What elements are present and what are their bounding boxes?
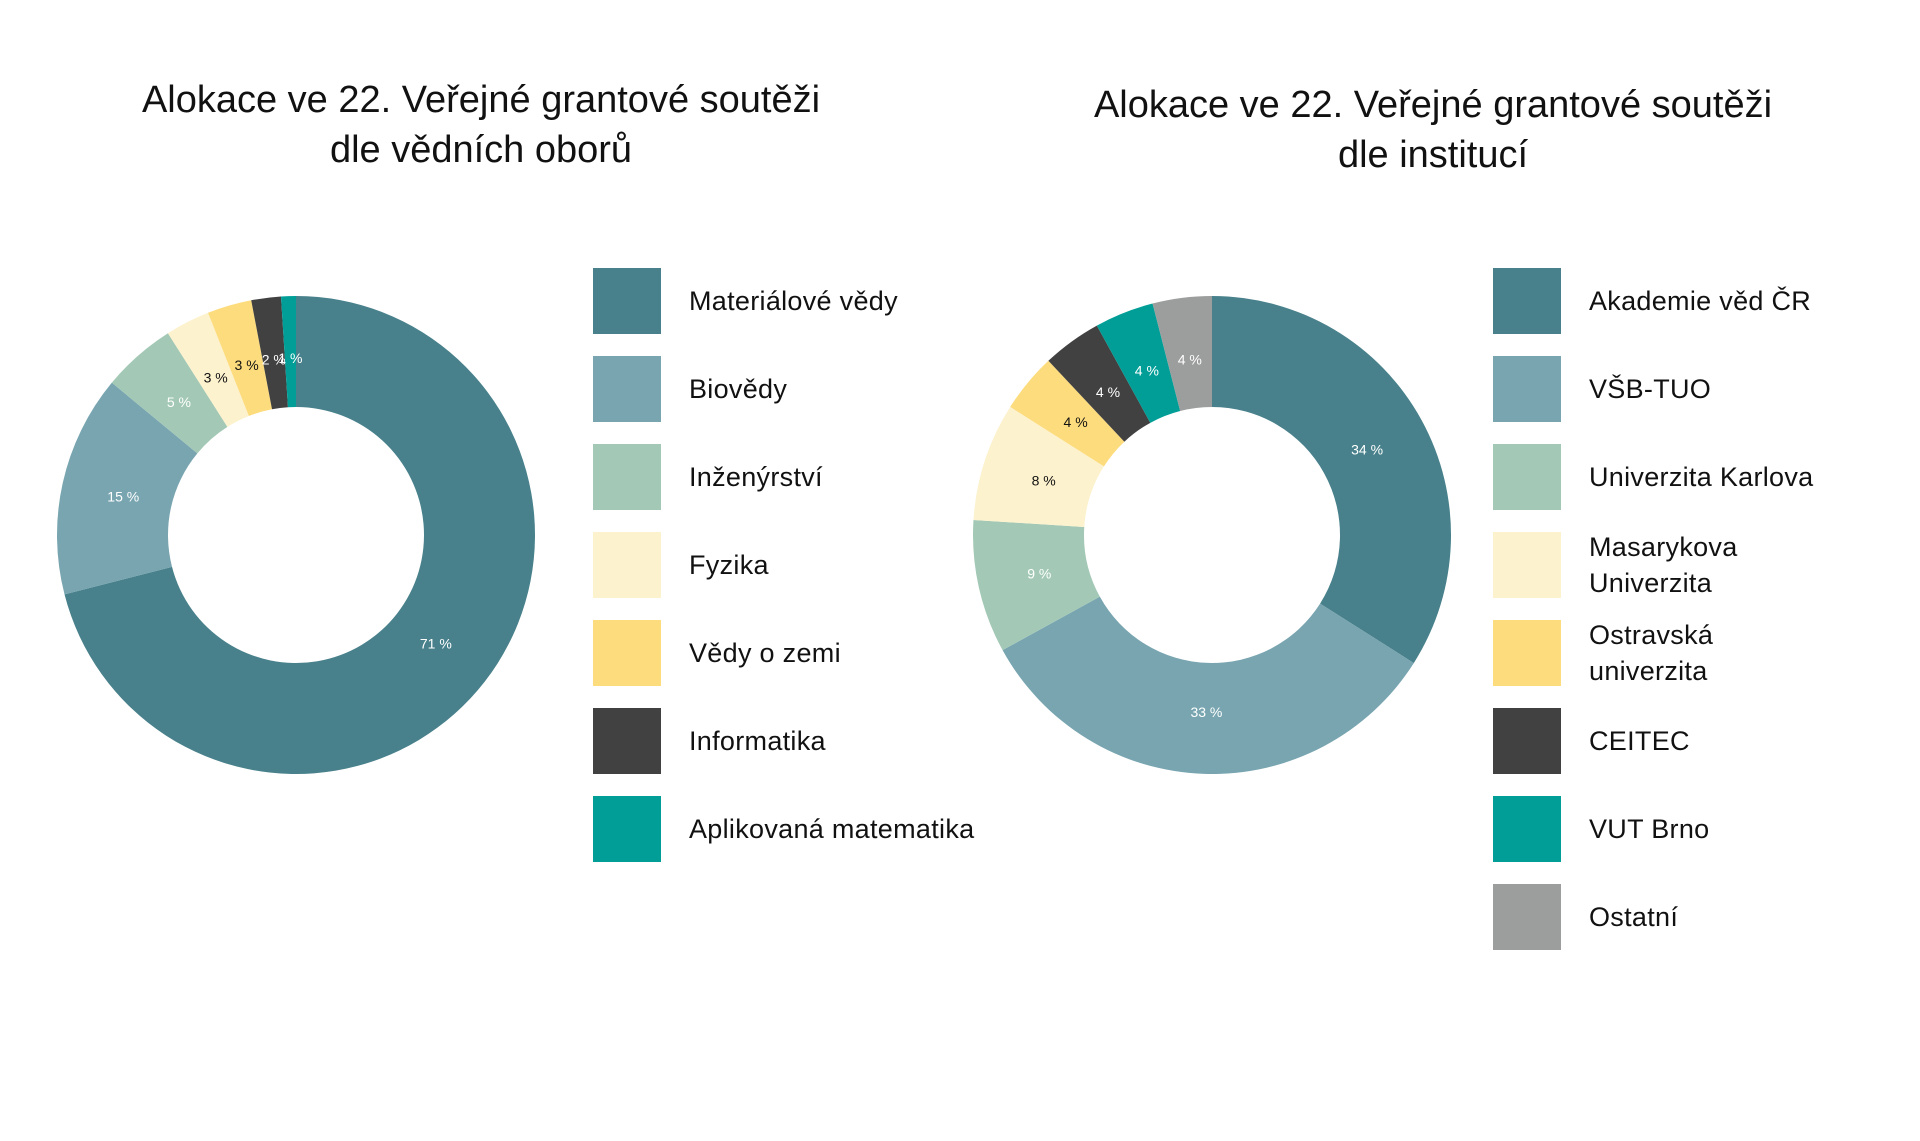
legend-item: Biovědy bbox=[593, 356, 979, 422]
donut-slice bbox=[111, 333, 228, 454]
legend-item: VUT Brno bbox=[1493, 796, 1879, 862]
donut-slice bbox=[972, 519, 1100, 651]
chart-title-line-1: Alokace ve 22. Veřejné grantové soutěži bbox=[1093, 84, 1773, 126]
legend-swatch bbox=[1493, 708, 1561, 774]
legend-label: Vědy o zemi bbox=[689, 638, 841, 668]
legend-swatch bbox=[593, 532, 661, 598]
legend-item: Akademie věd ČR bbox=[1493, 268, 1879, 334]
chart-title-institutions: Alokace ve 22. Veřejné grantové soutěži … bbox=[1003, 80, 1863, 180]
legend-swatch bbox=[1493, 268, 1561, 334]
legend-label: Fyzika bbox=[689, 550, 769, 580]
legend-swatch bbox=[1493, 884, 1561, 950]
legend-fields: Materiálové vědy Biovědy Inženýrství Fyzika… bbox=[593, 268, 979, 884]
donut-slice bbox=[251, 296, 288, 410]
donut-slice bbox=[64, 296, 536, 774]
legend-item: Univerzita Karlova bbox=[1493, 444, 1879, 510]
legend-item: Fyzika bbox=[593, 532, 979, 598]
legend-label: Biovědy bbox=[689, 374, 788, 404]
slice-value-label: 3 % bbox=[235, 357, 259, 373]
legend-item: Aplikovaná matematika bbox=[593, 796, 979, 862]
legend-swatch bbox=[1493, 796, 1561, 862]
legend-label: CEITEC bbox=[1589, 726, 1690, 756]
slice-value-label: 33 % bbox=[1190, 704, 1222, 720]
legend-swatch bbox=[593, 620, 661, 686]
slice-value-label: 9 % bbox=[1027, 566, 1051, 582]
slice-value-label: 3 % bbox=[204, 369, 228, 385]
legend-label: Ostravská univerzita bbox=[1589, 620, 1714, 686]
chart-title-line-2: dle institucí bbox=[1337, 134, 1529, 176]
donut-slice bbox=[280, 296, 296, 408]
legend-item: Materiálové vědy bbox=[593, 268, 979, 334]
legend-item: Ostatní bbox=[1493, 884, 1879, 950]
legend-item: Informatika bbox=[593, 708, 979, 774]
donut-slice bbox=[1002, 596, 1414, 774]
slice-value-label: 34 % bbox=[1351, 442, 1383, 458]
legend-label: Materiálové vědy bbox=[689, 286, 898, 316]
slice-value-label: 15 % bbox=[107, 488, 139, 504]
slice-value-label: 4 % bbox=[1064, 414, 1088, 430]
legend-swatch bbox=[593, 708, 661, 774]
donut-slice bbox=[1152, 296, 1212, 412]
legend-swatch bbox=[593, 444, 661, 510]
legend-item: Inženýrství bbox=[593, 444, 979, 510]
legend-label: VUT Brno bbox=[1589, 814, 1710, 844]
donut-slice bbox=[1212, 296, 1452, 664]
legend-item: Ostravská univerzita bbox=[1493, 620, 1879, 686]
legend-item: Vědy o zemi bbox=[593, 620, 979, 686]
slice-value-label: 8 % bbox=[1032, 472, 1056, 488]
chart-title-fields: Alokace ve 22. Veřejné grantové soutěži … bbox=[51, 75, 911, 175]
legend-label: Univerzita Karlova bbox=[1589, 462, 1814, 492]
donut-slice bbox=[1048, 325, 1151, 442]
legend-label: Ostatní bbox=[1589, 902, 1679, 932]
legend-item: CEITEC bbox=[1493, 708, 1879, 774]
donut-slice bbox=[208, 300, 273, 416]
slice-value-label: 1 % bbox=[278, 350, 302, 366]
chart-title-line-1: Alokace ve 22. Veřejné grantové soutěži bbox=[141, 79, 821, 121]
legend-label: Aplikovaná matematika bbox=[689, 814, 975, 844]
legend-swatch bbox=[593, 796, 661, 862]
donut-slice bbox=[1096, 303, 1181, 423]
legend-swatch bbox=[1493, 444, 1561, 510]
slice-value-label: 4 % bbox=[1096, 384, 1120, 400]
slice-value-label: 4 % bbox=[1178, 351, 1202, 367]
legend-label: Inženýrství bbox=[689, 462, 823, 492]
legend-swatch bbox=[1493, 532, 1561, 598]
legend-label: Informatika bbox=[689, 726, 826, 756]
chart-title-line-2: dle vědních oborů bbox=[329, 129, 633, 171]
legend-swatch bbox=[1493, 620, 1561, 686]
legend-swatch bbox=[1493, 356, 1561, 422]
donut-slice bbox=[56, 382, 198, 595]
slice-value-label: 5 % bbox=[167, 394, 191, 410]
donut-slice bbox=[167, 312, 249, 427]
legend-item: Masarykova Univerzita bbox=[1493, 532, 1879, 598]
slice-value-label: 71 % bbox=[420, 635, 452, 651]
slice-value-label: 4 % bbox=[1135, 362, 1159, 378]
legend-item: VŠB-TUO bbox=[1493, 356, 1879, 422]
donut-slice bbox=[1010, 360, 1125, 467]
legend-institutions: Akademie věd ČR VŠB-TUO Univerzita Karlova… bbox=[1493, 268, 1879, 972]
legend-swatch bbox=[593, 268, 661, 334]
legend-label: VŠB-TUO bbox=[1589, 374, 1712, 404]
legend-label: Akademie věd ČR bbox=[1589, 286, 1812, 316]
slice-value-label: 2 % bbox=[262, 351, 286, 367]
legend-swatch bbox=[593, 356, 661, 422]
donut-slice bbox=[973, 406, 1104, 527]
legend-label: Masarykova Univerzita bbox=[1589, 532, 1738, 598]
